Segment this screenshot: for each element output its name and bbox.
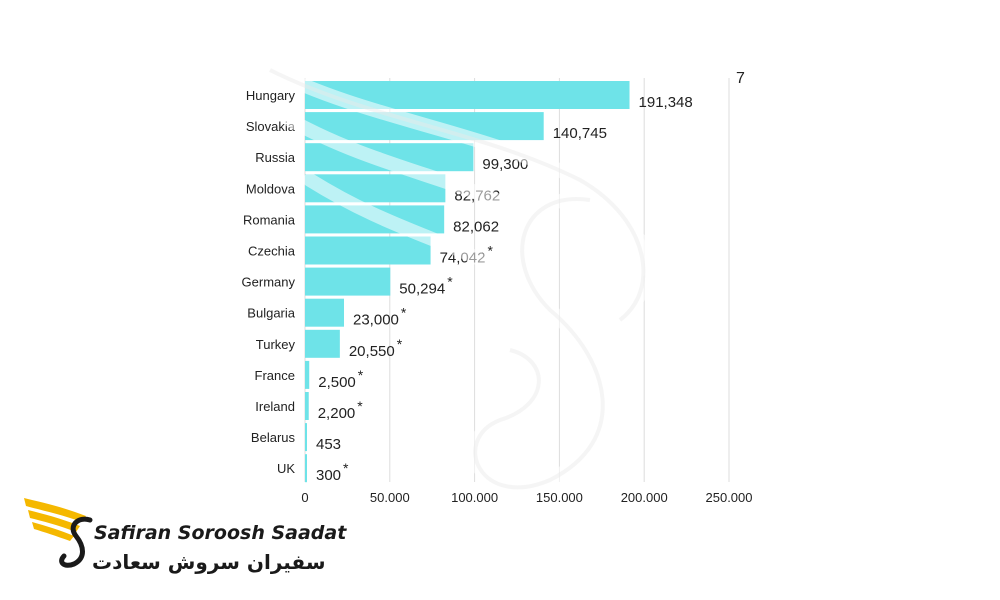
footnote-star: * bbox=[401, 305, 407, 321]
category-label: France bbox=[255, 368, 295, 383]
value-label: 2,200 bbox=[318, 405, 356, 422]
bar bbox=[305, 298, 345, 327]
category-label: Moldova bbox=[246, 181, 296, 196]
value-label: 2,500 bbox=[318, 374, 356, 391]
category-label: Romania bbox=[243, 212, 296, 227]
value-label: 191,348 bbox=[639, 94, 693, 111]
corner-mark: 7 bbox=[736, 70, 745, 87]
bar bbox=[305, 236, 431, 265]
logo-name-en: Safiran Soroosh Saadat bbox=[94, 522, 347, 544]
category-label: Bulgaria bbox=[247, 306, 295, 321]
footnote-star: * bbox=[447, 274, 453, 290]
bar bbox=[305, 392, 309, 420]
category-labels: Hungary Slovakia Russia Moldova Romania Czech… bbox=[242, 88, 296, 476]
footnote-star: * bbox=[358, 367, 364, 383]
x-tick-label: 50.000 bbox=[370, 490, 410, 505]
value-label: 23,000 bbox=[353, 312, 399, 329]
footnote-star: * bbox=[487, 243, 493, 259]
value-label: 140,745 bbox=[553, 125, 607, 142]
value-label: 20,550 bbox=[349, 343, 395, 360]
category-label: Germany bbox=[242, 275, 296, 290]
value-label: 50,294 bbox=[399, 281, 445, 298]
value-label: 453 bbox=[316, 436, 341, 453]
x-tick-label: 250.000 bbox=[706, 490, 753, 505]
bar bbox=[305, 329, 340, 358]
category-label: Ireland bbox=[255, 399, 295, 414]
logo-name-fa: سفیران سروش سعادت bbox=[92, 550, 326, 574]
category-label: Slovakia bbox=[246, 119, 296, 134]
category-label: Hungary bbox=[246, 88, 296, 103]
footnote-star: * bbox=[397, 336, 403, 352]
x-tick-label: 200.000 bbox=[621, 490, 668, 505]
x-tick-label: 0 bbox=[301, 490, 308, 505]
bar bbox=[305, 423, 307, 452]
company-logo: Safiran Soroosh Saadat سفیران سروش سعادت bbox=[20, 492, 346, 582]
value-label: 300 bbox=[316, 467, 341, 484]
bar bbox=[305, 360, 310, 389]
bar bbox=[305, 454, 307, 483]
winged-s-logo-icon bbox=[24, 498, 93, 568]
category-label: Belarus bbox=[251, 430, 296, 445]
category-label: Czechia bbox=[248, 244, 296, 259]
category-label: UK bbox=[277, 461, 295, 476]
bar bbox=[305, 267, 391, 296]
swan-watermark-icon bbox=[263, 63, 658, 495]
value-label: 82,062 bbox=[453, 218, 499, 235]
footnote-star: * bbox=[357, 398, 363, 414]
x-tick-label: 150.000 bbox=[536, 490, 583, 505]
category-label: Russia bbox=[255, 150, 296, 165]
x-axis-ticks: 0 50.000 100.000 150.000 200.000 250.000 bbox=[301, 490, 752, 505]
footnote-star: * bbox=[343, 460, 349, 476]
x-tick-label: 100.000 bbox=[451, 490, 498, 505]
category-label: Turkey bbox=[256, 337, 296, 352]
